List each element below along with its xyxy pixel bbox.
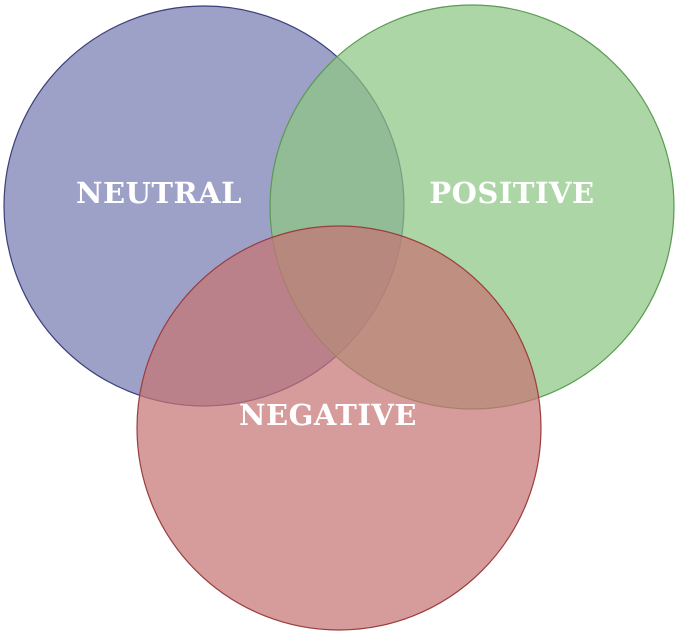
negative-circle bbox=[136, 225, 542, 631]
positive-label: POSITIVE bbox=[429, 176, 594, 210]
neutral-label: NEUTRAL bbox=[76, 176, 242, 210]
negative-label: NEGATIVE bbox=[239, 398, 417, 432]
